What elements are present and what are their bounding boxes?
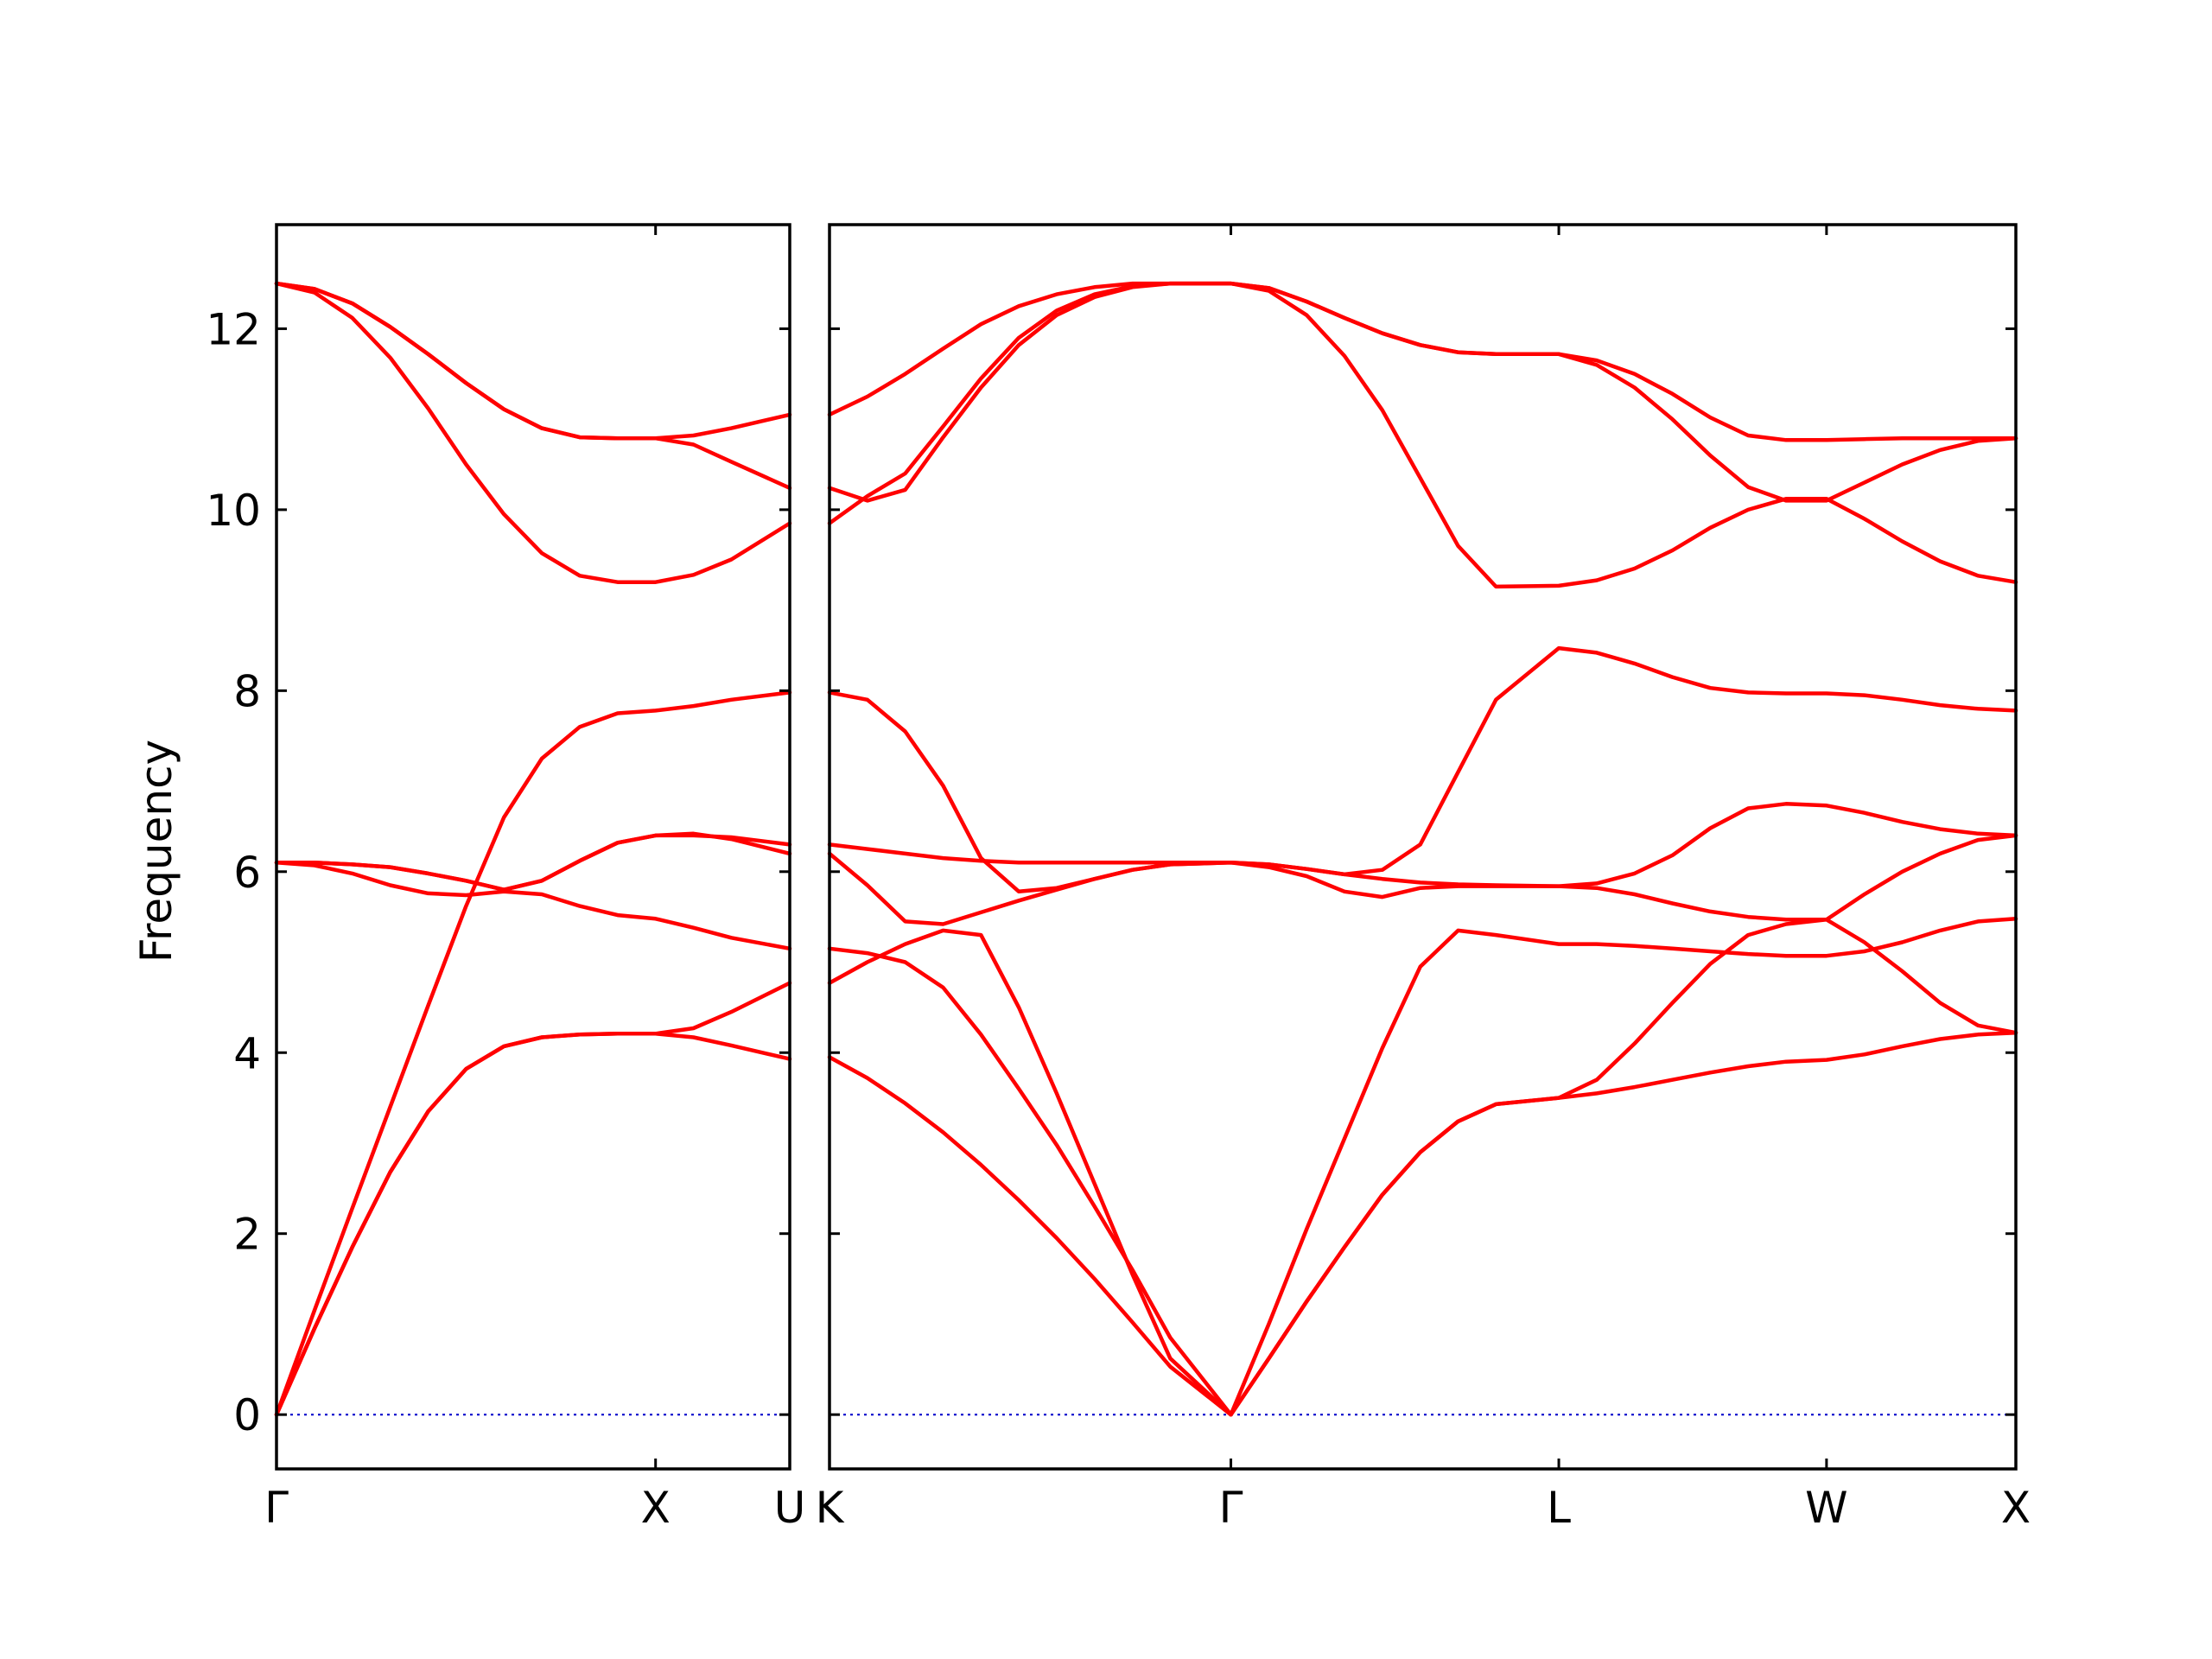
band-line-9 [274,281,792,441]
y-tick-label: 6 [233,848,261,898]
y-tick-label: 2 [233,1210,261,1260]
band-line-6 [827,645,2018,894]
plot-frame [275,223,791,1471]
band-line-2 [827,918,2018,1417]
band-line-4 [827,833,2018,926]
band-line-7 [274,281,792,584]
band-line-3 [827,917,2018,1417]
band-line-5 [274,833,792,892]
band-line-8 [274,281,792,491]
band-line-5 [827,802,2018,888]
band-line-7 [827,281,2018,589]
x-tick-label: X [641,1483,671,1533]
band-line-1 [274,1032,792,1417]
y-axis-label: Frequency [131,740,181,963]
x-tick-label: K [816,1483,845,1533]
y-tick-label: 4 [233,1028,261,1078]
band-line-3 [274,861,792,951]
chart-panel-left: 0 2 4 6 8 10 12 Γ X U [206,223,806,1533]
band-line-1 [827,1030,2018,1417]
y-tick-label: 0 [233,1390,261,1440]
y-tick-label: 12 [206,304,261,354]
y-tick-label: 10 [206,486,261,536]
band-line-9 [827,281,2018,442]
plot-frame [828,223,2018,1471]
x-tick-label: W [1805,1483,1847,1533]
x-tick-label: L [1547,1483,1571,1533]
band-line-2 [274,690,792,1417]
x-tick-label: Γ [1219,1483,1243,1533]
x-tick-label: Γ [264,1483,289,1533]
x-tick-label: X [2001,1483,2031,1533]
band-line-8 [827,281,2018,503]
band-line-6 [274,981,792,1417]
y-tick-label: 8 [233,666,261,716]
x-tick-label: U [774,1483,806,1533]
